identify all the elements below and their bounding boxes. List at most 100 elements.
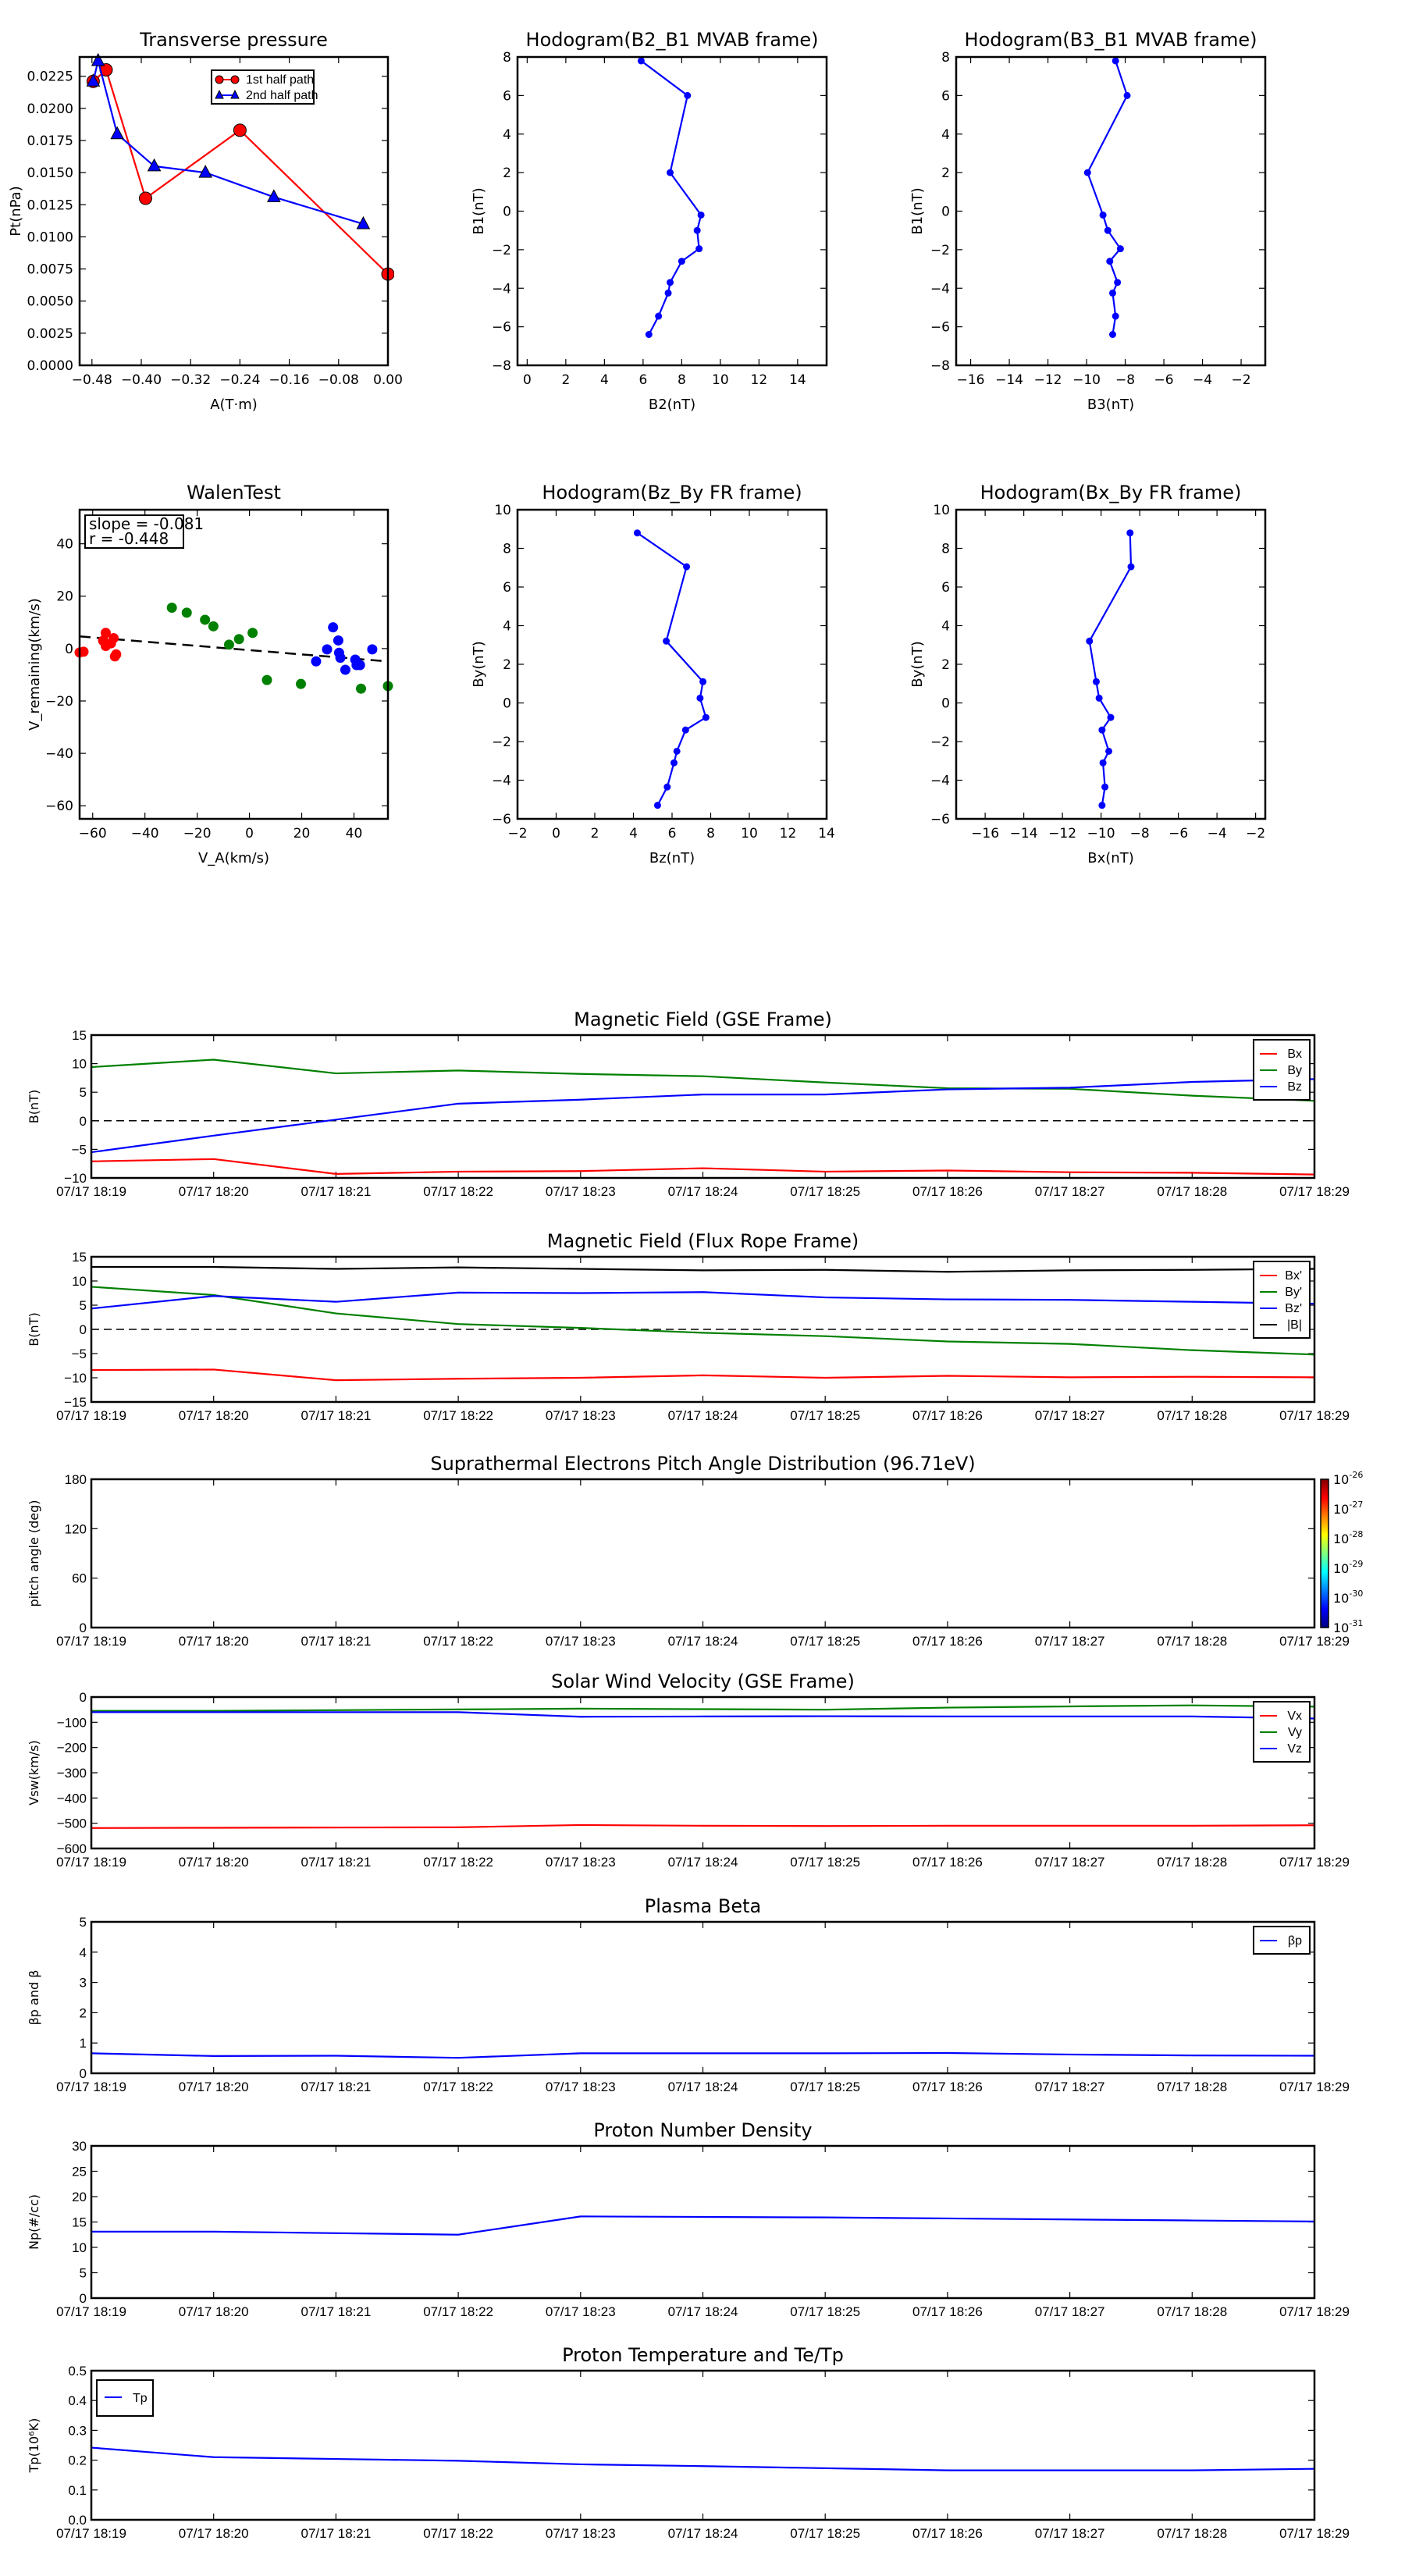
x-tick-label: 07/17 18:27 [1035,1184,1105,1199]
chart-title: Solar Wind Velocity (GSE Frame) [551,1670,855,1692]
y-tick-label: 8 [941,50,950,66]
colorbar [1320,1478,1329,1628]
y-tick-label: 0.0025 [27,326,73,342]
x-tick-label: 07/17 18:25 [790,2526,860,2541]
y-tick-label: 3 [80,1976,87,1991]
data-point [108,632,119,643]
axes-frame [516,508,828,820]
y-tick-label: 4 [941,127,950,143]
data-point [663,637,670,645]
data-point [683,563,691,571]
x-tick-label: 07/17 18:27 [1035,2080,1105,2094]
x-tick-label: −0.40 [121,372,162,388]
base: 10 [1333,1591,1349,1606]
y-tick-label: 8 [503,50,511,66]
x-tick-label: −4 [1193,372,1212,388]
data-point [367,644,378,655]
x-tick-label: 07/17 18:20 [179,2080,249,2094]
data-point [335,653,346,664]
data-point [100,628,111,639]
y-tick-label: 0.5 [68,2364,87,2379]
x-tick-label: 07/17 18:21 [301,1408,371,1423]
chart-title: Transverse pressure [139,29,328,51]
x-axis-label: Bx(nT) [1087,850,1133,866]
legend-marker [230,75,240,84]
data-point [333,635,343,646]
data-point [1101,783,1109,791]
x-tick-label: −40 [131,826,159,841]
x-tick-label: 0 [523,372,532,388]
x-tick-label: 07/17 18:20 [179,1184,249,1199]
y-tick-label: 30 [72,2139,87,2154]
x-tick-label: 07/17 18:21 [301,2526,371,2541]
x-tick-label: −8 [1115,372,1135,388]
chart-title: Proton Number Density [593,2119,812,2141]
colorbar-tick-label: 10-31 [1333,1618,1363,1635]
series-line-hodogram [1087,60,1129,335]
data-point [78,646,89,657]
legend-marker [215,75,224,84]
x-tick-label: −16 [971,826,999,841]
chart-title: Plasma Beta [645,1895,761,1917]
exponent: -30 [1349,1589,1363,1599]
data-point [356,683,367,694]
x-tick-label: 4 [629,826,638,841]
x-axis-label: B2(nT) [649,397,695,413]
x-tick-label: 07/17 18:26 [912,1634,983,1649]
x-tick-label: −6 [1168,826,1188,841]
data-point [147,158,162,172]
y-tick-label: 60 [72,1571,87,1586]
chart-title: Magnetic Field (Flux Rope Frame) [547,1230,859,1252]
plot-area [633,529,710,809]
chart-title: Hodogram(B3_B1 MVAB frame) [965,29,1257,51]
data-point [702,713,710,721]
y-axis-label: V_remaining(km/s) [27,598,43,731]
plot-area [74,603,393,694]
hodogram-b3-b1-chart: Hodogram(B3_B1 MVAB frame) −16 −14 −12 −10 −8… [909,29,1267,413]
data-point [1106,258,1114,265]
data-point [111,649,122,660]
x-tick-label: 07/17 18:24 [668,2304,738,2319]
x-tick-label: 2 [561,372,570,388]
data-point [1116,245,1124,253]
y-tick-label: 0 [80,1322,87,1337]
data-point [110,126,125,140]
data-point [322,644,333,655]
x-tick-label: 07/17 18:24 [668,2526,738,2541]
y-tick-label: 5 [80,1085,87,1100]
x-tick-label: 07/17 18:23 [546,2526,616,2541]
y-tick-label: 2 [503,657,511,673]
x-tick-label: 07/17 18:21 [301,1634,371,1649]
x-tick-label: 07/17 18:28 [1157,1408,1227,1423]
data-point [139,191,153,205]
x-tick-label: 07/17 18:24 [668,2080,738,2094]
y-tick-label: −300 [57,1766,87,1781]
x-tick-label: 07/17 18:25 [790,1855,860,1870]
x-tick-label: 07/17 18:28 [1157,2080,1227,2094]
data-point [1114,279,1122,286]
x-tick-label: 07/17 18:20 [179,1408,249,1423]
data-point [1099,211,1107,219]
axes-frame [90,1034,1316,1179]
y-tick-label: −4 [492,774,511,789]
x-tick-label: 07/17 18:24 [668,1184,738,1199]
series-line-Bx [91,1368,1315,1382]
x-tick-label: −6 [1154,372,1174,388]
x-tick-label: 07/17 18:28 [1157,1184,1227,1199]
y-tick-label: 0.0 [68,2513,87,2528]
x-tick-label: 8 [678,372,686,388]
x-tick-label: 07/17 18:27 [1035,2526,1105,2541]
y-axis-label: Np(#/cc) [27,2194,41,2250]
x-tick-label: 07/17 18:23 [546,2080,616,2094]
pitch-angle-distribution-chart: Suprathermal Electrons Pitch Angle Distr… [27,1453,1363,1649]
data-point [1107,713,1115,721]
y-tick-label: 6 [941,580,950,596]
x-tick-label: −0.48 [72,372,112,388]
data-point [1098,726,1106,734]
x-tick-label: 07/17 18:22 [423,1408,493,1423]
x-tick-label: 07/17 18:24 [668,1855,738,1870]
x-tick-label: 07/17 18:19 [56,2304,126,2319]
x-tick-label: 07/17 18:22 [423,1184,493,1199]
x-tick-label: 07/17 18:23 [546,1855,616,1870]
